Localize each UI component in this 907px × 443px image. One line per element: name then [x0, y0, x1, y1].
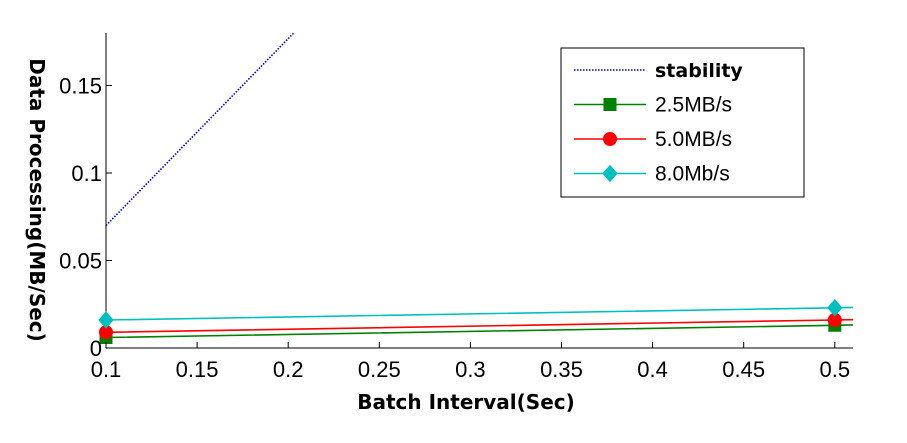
x-tick-label: 0.45: [722, 357, 765, 382]
y-tick-label: 0.05: [59, 249, 102, 274]
legend-marker-2: [603, 132, 617, 146]
x-tick-label: 0.4: [637, 357, 668, 382]
legend: stability 2.5MB/s 5.0MB/s 8.0Mb/s: [560, 47, 805, 198]
legend-box: [560, 47, 805, 198]
plot-area: [98, 32, 854, 349]
x-tick-label: 0.35: [540, 357, 583, 382]
x-tick-label: 0.2: [273, 357, 304, 382]
y-tick-label: 0.15: [59, 74, 102, 99]
series-line-2: [105, 318, 854, 334]
legend-marker-1: [603, 98, 617, 111]
series-line-3: [105, 306, 854, 321]
series-line-0: [105, 32, 295, 227]
data-point-3-1: [827, 298, 843, 317]
legend-label-2: 5.0MB/s: [655, 128, 732, 151]
x-tick-label: 0.1: [91, 357, 122, 382]
x-tick-label: 0.5: [819, 357, 850, 382]
y-tick-label: 0.1: [71, 161, 102, 186]
x-tick-label: 0.3: [455, 357, 486, 382]
y-tick-label: 0: [90, 336, 102, 361]
x-tick-label: 0.15: [176, 357, 219, 382]
x-tick-label: 0.25: [358, 357, 401, 382]
axis-ticks: 0.1 0.15 0.2 0.25 0.3 0.35 0.4 0.45 0.5 0 0.05 0.1 0…: [59, 74, 850, 383]
legend-label-1: 2.5MB/s: [655, 94, 732, 117]
data-point-3-0: [98, 311, 114, 329]
legend-label-3: 8.0Mb/s: [655, 163, 730, 186]
y-axis-title: Data Processing(MB/Sec): [25, 58, 49, 342]
legend-marker-3: [602, 164, 618, 183]
x-axis-title: Batch Interval(Sec): [357, 390, 575, 414]
legend-label-0: stability: [655, 60, 743, 82]
